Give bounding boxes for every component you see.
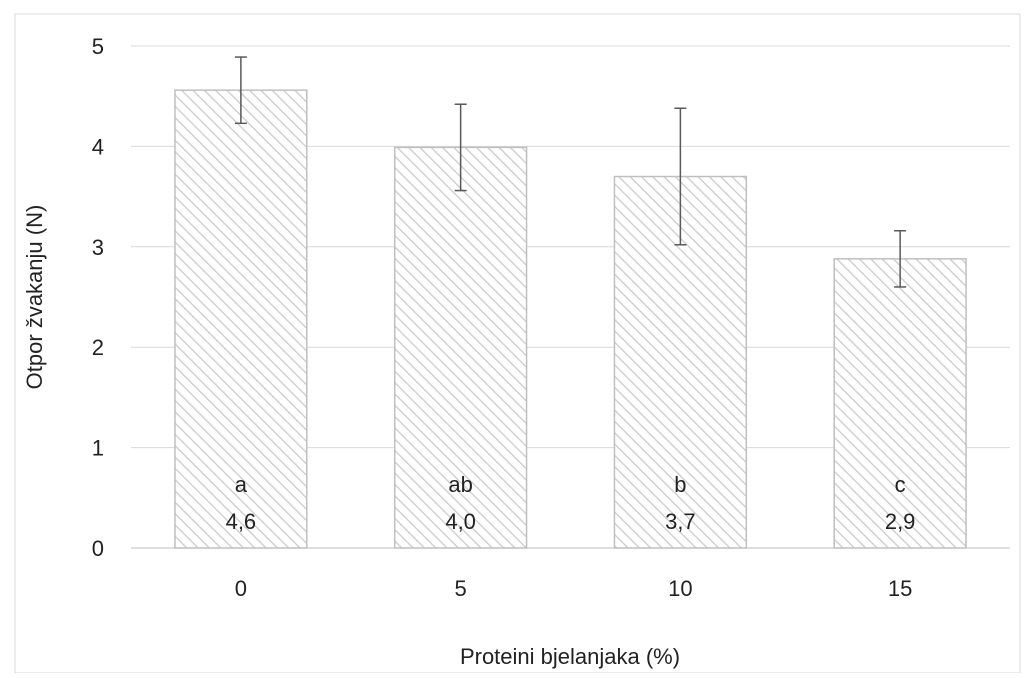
- bar-0: [174, 89, 308, 549]
- value-label: 2,9: [885, 509, 916, 534]
- error-bar-0: [234, 56, 247, 125]
- x-tick-label: 15: [888, 576, 912, 601]
- y-tick-label: 1: [92, 436, 104, 461]
- error-bar-5: [454, 103, 467, 192]
- y-tick-label: 4: [92, 134, 104, 159]
- value-label: 4,0: [445, 509, 476, 534]
- y-tick-labels: 0 1 2 3 4 5: [92, 34, 104, 561]
- value-label: 3,7: [665, 509, 696, 534]
- y-axis-title: Otpor žvakanju (N): [22, 205, 47, 390]
- error-bar-15: [894, 229, 907, 288]
- value-label: 4,6: [226, 509, 257, 534]
- x-tick-label: 0: [235, 576, 247, 601]
- bar-15: [833, 258, 967, 549]
- y-tick-label: 3: [92, 235, 104, 260]
- significance-letter: a: [235, 472, 248, 497]
- significance-letter: b: [674, 472, 686, 497]
- error-bar-10: [674, 107, 687, 246]
- y-tick-label: 5: [92, 34, 104, 59]
- bar-labels: a 4,6 ab 4,0 b 3,7 c 2,9: [226, 472, 916, 534]
- y-tick-label: 2: [92, 335, 104, 360]
- significance-letter: ab: [448, 472, 472, 497]
- x-tick-labels: 0 5 10 15: [235, 576, 913, 601]
- y-tick-label: 0: [92, 536, 104, 561]
- bar-5: [393, 146, 528, 549]
- x-tick-label: 10: [668, 576, 692, 601]
- significance-letter: c: [895, 472, 906, 497]
- x-axis-title: Proteini bjelanjaka (%): [460, 644, 680, 669]
- error-bars: [234, 56, 907, 288]
- x-tick-label: 5: [455, 576, 467, 601]
